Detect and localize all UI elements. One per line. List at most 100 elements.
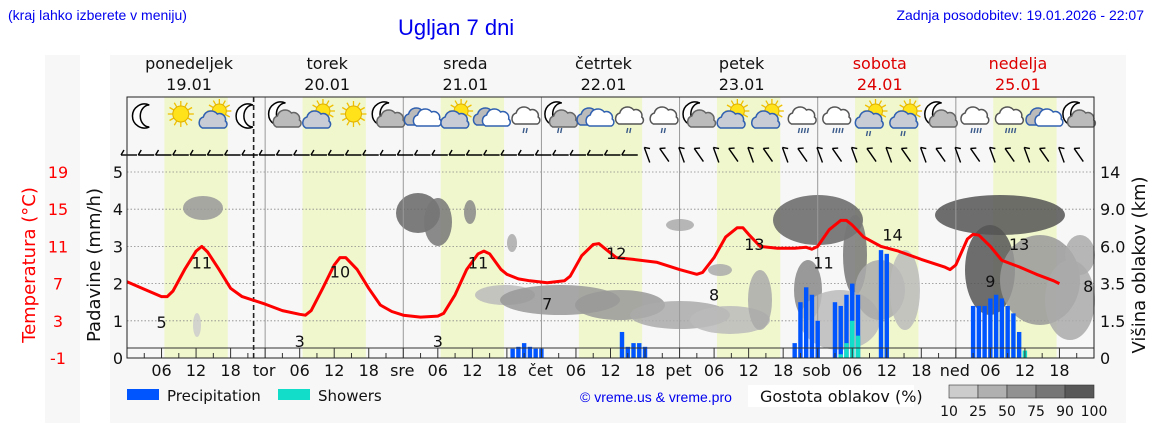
day-short-label: ned [940,361,970,380]
temperature-axis-strip [45,55,80,423]
wind-flag [1039,147,1046,150]
wind-barb [396,149,414,156]
wind-barb [831,147,843,162]
rain-drop [525,127,528,134]
precipitation-legend-label: Precipitation [167,387,261,405]
sun-cloud-icon [302,99,335,129]
rain-drop [560,127,563,134]
sun-disc [344,105,362,123]
sun-ray [466,104,472,109]
temp-tick: 11 [48,237,68,256]
sun-ray [912,100,917,106]
day-date: 23.01 [719,75,765,94]
sun-ray [915,113,921,118]
precipitation-bar [1011,313,1016,358]
moon-cloud-icon [371,101,406,128]
day-name: sobota [853,54,907,73]
wind-flag [816,146,823,150]
cloud-scale-label: 75 [1027,404,1045,420]
sun-ray [328,113,334,118]
precip-tick: 0 [113,349,123,368]
rain-drop [900,130,903,137]
wind-barb [241,149,258,156]
wind-flag [137,149,142,156]
moon-cloud-icon [924,101,958,128]
temperature-label: 8 [709,285,719,304]
wind-barb [678,146,685,163]
wind-barb [621,149,638,156]
sun-ray [765,100,769,106]
precipitation-swatch [127,389,159,400]
wind-barb [1058,146,1065,163]
temp-tick: -1 [50,349,66,368]
cloud-shape [854,110,884,129]
temperature-label: 11 [468,253,488,272]
wind-flag [569,149,574,156]
location-hint: (kraj lahko izberete v meniju) [8,7,187,23]
day-date: 20.01 [304,75,350,94]
moon-shape [131,103,150,129]
hour-tick-label: 06 [289,361,309,380]
wind-barb [569,149,586,156]
wind-flag [851,146,858,150]
cloud-height-tick: 14 [1100,163,1120,182]
wind-barb [431,149,448,156]
temperature-label: 8 [1083,277,1093,296]
temp-axis-title: Temperatura (°C) [19,187,40,344]
sun-ray [225,113,231,118]
wind-shaft [693,148,704,162]
wind-flag [920,146,927,150]
showers-bar [855,335,861,358]
wind-barb [1039,147,1050,162]
wind-shaft [1023,147,1031,163]
wind-barb [643,146,651,163]
wind-barb [747,146,755,163]
wind-flag [1058,146,1065,150]
sun-ray [730,100,735,106]
wind-barb [1004,147,1015,162]
wind-flag [258,149,263,156]
precipitation-bar [637,343,642,358]
wind-barb [293,149,310,156]
wind-barb [866,147,877,162]
precipitation-bar [815,320,820,358]
wind-flag [206,149,211,156]
sun-ray [312,104,318,109]
wind-flag [935,147,942,150]
precipitation-bar [855,294,861,358]
showers-bar [850,320,855,358]
wind-barb [885,146,893,163]
wind-flag [172,149,177,156]
wind-barb [712,146,720,163]
hour-tick-label: 06 [704,361,724,380]
wind-flag [866,147,873,150]
wind-flag [1074,147,1080,150]
sun-ray [774,100,779,106]
sun-ray [777,104,783,109]
precipitation-bar [832,302,838,358]
hour-tick-label: 06 [980,361,1000,380]
sun-cloud-rain-icon [854,99,888,137]
cloud-shape [198,110,228,129]
wind-barb [137,149,155,156]
rain-drop [803,127,807,134]
cloud-blob [1045,260,1095,340]
sun-ray [450,104,456,109]
wind-barb [517,149,535,156]
sun-ray [169,106,175,111]
cloud-shape [787,106,817,125]
temperature-label: 11 [813,253,833,272]
cloud-height-tick: 3.5 [1100,275,1125,294]
wind-shaft [900,148,912,162]
wind-flag [1024,146,1031,150]
cloud-rain-heavy-icon [960,106,990,134]
sun-ray [454,100,459,106]
cloud-shape [440,110,470,129]
precipitation-bar [1005,305,1010,358]
precipitation-bar [999,298,1005,358]
wind-flag [154,149,160,156]
cloud-density-label: Gostota oblakov (%) [760,387,923,406]
cloud-shape [686,109,717,128]
cloud-rain-icon [511,106,541,134]
precip-tick: 5 [113,163,123,182]
